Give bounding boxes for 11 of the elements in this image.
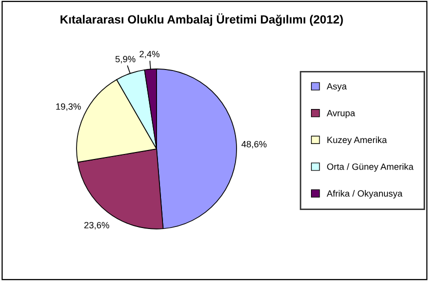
chart-title: Kıtalararası Oluklu Ambalaj Üretimi Dağılımı (2012) — [60, 13, 343, 26]
data-label: 5,9% — [115, 56, 136, 64]
legend-label: Avrupa — [326, 110, 356, 118]
data-label: 23,6% — [84, 222, 110, 230]
data-label: 19,3% — [56, 103, 81, 111]
legend-label: Afrika / Okyanusya — [326, 190, 402, 198]
legend-label: Orta / Güney Amerika — [327, 163, 414, 172]
legend-label: Kuzey Amerika — [327, 136, 387, 145]
data-label: 2,4% — [140, 50, 160, 58]
legend-label: Asya — [326, 83, 347, 92]
data-label: 48,6% — [241, 140, 267, 148]
